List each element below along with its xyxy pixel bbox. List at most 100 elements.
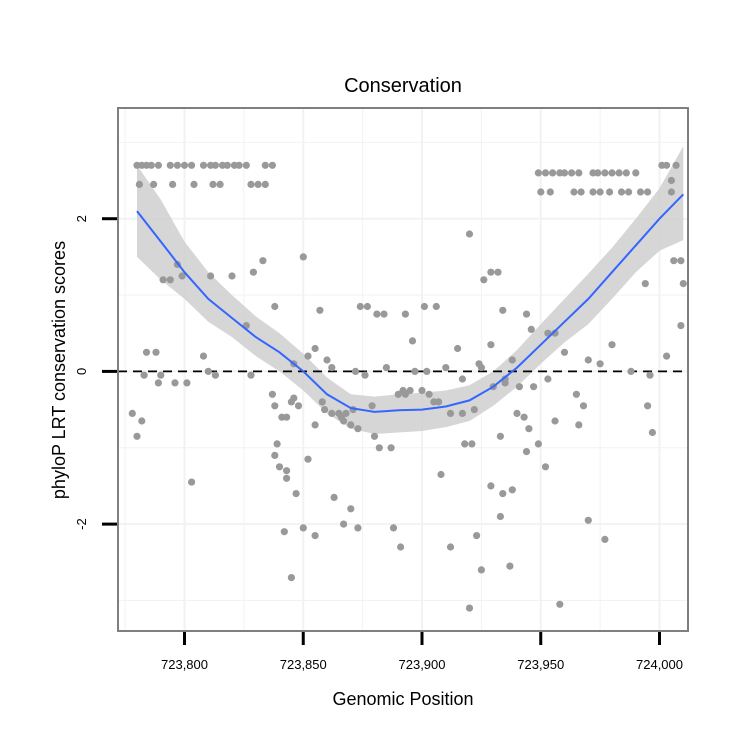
scatter-point xyxy=(420,302,428,311)
ribbon-layer xyxy=(137,146,684,434)
scatter-point xyxy=(154,161,162,169)
scatter-point xyxy=(247,180,255,188)
scatter-point xyxy=(663,161,671,169)
scatter-point xyxy=(515,383,524,391)
scatter-point xyxy=(461,440,469,448)
scatter-point xyxy=(606,188,614,196)
scatter-point xyxy=(570,188,578,196)
scatter-point xyxy=(159,276,167,284)
scatter-point xyxy=(446,543,455,551)
scatter-point xyxy=(437,470,445,479)
scatter-point xyxy=(259,257,267,265)
scatter-point xyxy=(625,188,633,196)
scatter-point xyxy=(401,310,409,318)
scatter-point xyxy=(487,482,495,490)
scatter-point xyxy=(575,169,583,177)
scatter-point xyxy=(154,379,162,387)
scatter-point xyxy=(382,364,390,372)
scatter-point xyxy=(546,188,554,196)
scatter-point xyxy=(216,180,224,188)
scatter-point xyxy=(477,364,485,372)
scatter-point xyxy=(622,169,630,177)
scatter-point xyxy=(351,367,360,375)
scatter-point xyxy=(615,169,623,177)
scatter-point xyxy=(525,425,533,433)
panel-background xyxy=(118,108,688,631)
scatter-point xyxy=(147,161,155,169)
scatter-point xyxy=(672,161,680,169)
scatter-point xyxy=(641,280,649,288)
scatter-point xyxy=(480,276,488,284)
scatter-point xyxy=(477,566,485,574)
smooth-line xyxy=(136,193,685,413)
scatter-point xyxy=(271,302,279,311)
scatter-point xyxy=(152,348,160,356)
scatter-point xyxy=(465,230,474,238)
scatter-point xyxy=(632,169,640,177)
scatter-point xyxy=(311,344,319,353)
scatter-point xyxy=(190,180,198,188)
scatter-point xyxy=(454,344,462,353)
scatter-point xyxy=(363,302,371,311)
scatter-point xyxy=(275,463,284,471)
scatter-point xyxy=(494,268,502,276)
scatter-point xyxy=(473,532,481,540)
scatter-point xyxy=(223,161,231,169)
scatter-point xyxy=(513,409,521,417)
scatter-point xyxy=(584,356,592,364)
scatter-point xyxy=(679,280,687,288)
scatter-point xyxy=(541,463,550,471)
scatter-point xyxy=(342,409,350,417)
x-tick-label: 723,900 xyxy=(399,657,446,672)
scatter-point xyxy=(368,402,376,410)
scatter-point xyxy=(268,161,276,169)
y-tick-label: 0 xyxy=(74,368,89,375)
scatter-point xyxy=(188,478,196,486)
scatter-point xyxy=(299,253,307,261)
scatter-point xyxy=(508,356,516,364)
scatter-point xyxy=(667,188,676,196)
scatter-point xyxy=(199,161,208,169)
scatter-point xyxy=(188,161,196,169)
panel-border xyxy=(117,107,689,632)
scatter-point xyxy=(373,310,381,318)
scatter-point xyxy=(140,371,148,379)
scatter-point xyxy=(171,379,179,387)
scatter-point xyxy=(522,448,531,456)
scatter-point xyxy=(166,276,174,284)
scatter-point xyxy=(408,337,417,345)
scatter-point xyxy=(178,272,186,280)
scatter-point xyxy=(292,490,300,498)
scatter-point xyxy=(670,257,678,265)
scatter-point xyxy=(432,302,440,311)
scatter-point xyxy=(209,180,217,188)
y-axis-label: phyloP LRT conservation scores xyxy=(49,241,69,499)
scatter-point xyxy=(663,352,671,360)
scatter-point xyxy=(290,394,298,402)
scatter-point xyxy=(575,421,583,429)
scatter-point xyxy=(347,421,355,429)
scatter-point xyxy=(551,417,559,425)
y-axis: -2 0 2 xyxy=(74,215,117,530)
scatter-point xyxy=(204,367,212,375)
scatter-point xyxy=(530,383,538,391)
scatter-point xyxy=(601,535,609,544)
scatter-point xyxy=(316,306,324,314)
scatter-point xyxy=(601,169,609,177)
scatter-point xyxy=(644,188,652,196)
y-tick-label: 2 xyxy=(74,215,89,222)
scatter-point xyxy=(247,371,255,379)
scatter-point xyxy=(340,520,348,528)
scatter-point xyxy=(294,402,303,410)
scatter-point xyxy=(283,467,291,475)
scatter-point xyxy=(387,444,395,452)
scatter-point xyxy=(594,169,602,177)
scatter-point xyxy=(311,532,319,540)
scatter-point xyxy=(356,302,364,311)
scatter-point xyxy=(560,169,569,177)
scatter-point xyxy=(397,543,405,551)
scatter-point xyxy=(499,306,507,314)
scatter-point xyxy=(406,386,414,395)
x-tick-label: 723,800 xyxy=(161,657,208,672)
